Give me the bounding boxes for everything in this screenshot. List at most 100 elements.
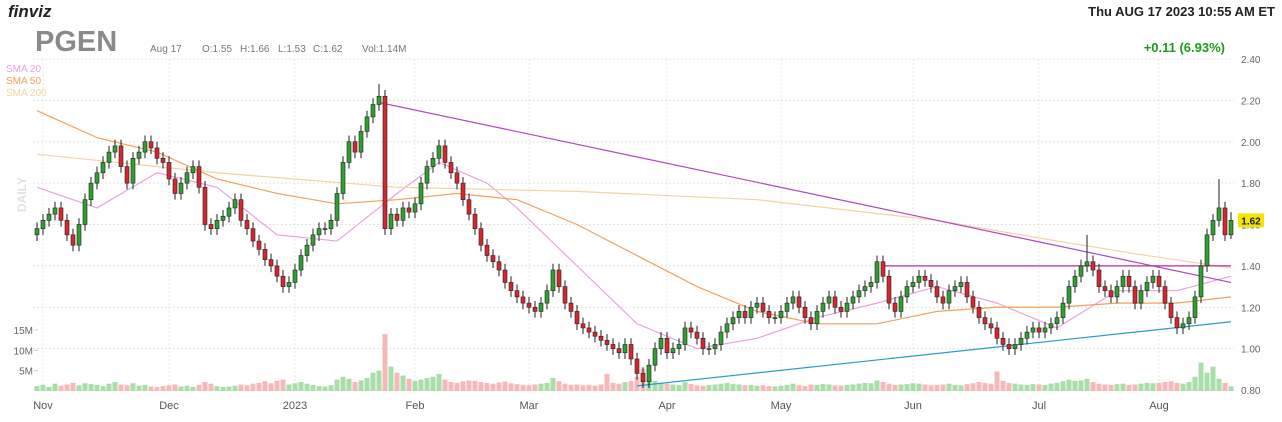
volume-bar <box>94 384 100 391</box>
volume-bar <box>244 385 250 391</box>
timestamp: Thu AUG 17 2023 10:55 AM ET <box>1088 4 1275 19</box>
volume-bar <box>544 382 550 391</box>
volume-bar <box>334 379 340 391</box>
candle-body <box>760 302 766 312</box>
candle-body <box>1120 275 1126 287</box>
candle-body <box>1036 327 1042 333</box>
volume-bar <box>736 384 742 391</box>
volume-bar <box>172 384 178 391</box>
candle-body <box>772 317 778 319</box>
volume-bar <box>688 384 694 391</box>
candle-body <box>958 282 964 287</box>
candle-body <box>628 344 634 360</box>
volume-bar <box>472 380 478 391</box>
volume-bar <box>58 385 64 391</box>
volume-bar <box>388 366 394 391</box>
candle-body <box>1198 265 1204 298</box>
candle-body <box>124 166 130 184</box>
volume-bar <box>322 386 328 391</box>
volume-bar <box>220 386 226 391</box>
volume-bar <box>376 370 382 391</box>
candle-body <box>1102 286 1108 291</box>
volume-bar <box>952 384 958 391</box>
candle-body <box>1132 286 1138 304</box>
volume-bar <box>232 385 238 391</box>
candle-body <box>1114 286 1120 298</box>
volume-bar <box>1204 372 1210 391</box>
candle-body <box>940 296 946 304</box>
volume-bar <box>1168 381 1174 391</box>
volume-bar <box>1048 383 1054 391</box>
candle-body <box>136 151 142 159</box>
volume-bar <box>766 386 772 391</box>
candle-body <box>574 311 580 325</box>
candle-body <box>214 220 220 229</box>
candle-body <box>52 207 58 215</box>
candle-body <box>1138 290 1144 304</box>
candle-body <box>748 306 754 318</box>
candle-body <box>148 141 154 149</box>
candle-body <box>898 296 904 312</box>
volume-bar <box>460 381 466 391</box>
volume-bar <box>1084 378 1090 391</box>
candle-body <box>520 296 526 304</box>
candle-body <box>610 344 616 349</box>
volume-bar <box>130 383 136 391</box>
candle-body <box>466 199 472 215</box>
volume-bar <box>106 383 112 391</box>
volume-bar <box>484 382 490 391</box>
candle-body <box>586 327 592 333</box>
volume-bar <box>1060 381 1066 391</box>
volume-bar <box>34 386 40 391</box>
candle-body <box>250 228 256 242</box>
candle-body <box>340 162 346 194</box>
volume-bar <box>556 381 562 391</box>
volume-bar <box>1186 382 1192 391</box>
volume-bar <box>394 372 400 391</box>
volume-bar <box>682 382 688 391</box>
volume-bar <box>226 386 232 391</box>
candle-body <box>910 282 916 287</box>
volume-bar <box>604 373 610 391</box>
candle-body <box>1180 323 1186 329</box>
candle-body <box>640 373 646 383</box>
candle-body <box>658 337 664 349</box>
volume-bar <box>724 382 730 391</box>
ticker: PGEN <box>35 26 117 58</box>
candle-body <box>82 199 88 225</box>
candle-body <box>832 296 838 308</box>
candle-body <box>778 311 784 318</box>
x-tick-label: Feb <box>406 400 425 412</box>
candle-body <box>238 199 244 221</box>
candle-body <box>1150 275 1156 283</box>
volume-bar <box>964 384 970 391</box>
volume-bar <box>784 384 790 391</box>
volume-bar <box>634 376 640 391</box>
volume-bar <box>628 380 634 391</box>
candle-body <box>352 141 358 153</box>
candle-body <box>616 348 622 354</box>
volume-bar <box>82 383 88 391</box>
volume-bar <box>286 384 292 391</box>
candle-body <box>700 337 706 349</box>
volume-bar <box>670 384 676 391</box>
volume-bar <box>568 384 574 391</box>
candle-body <box>1144 282 1150 291</box>
y-tick-label: 1.20 <box>1241 303 1261 314</box>
candle-body <box>94 172 100 184</box>
candle-body <box>904 286 910 298</box>
candle-body <box>142 141 148 153</box>
candle-body <box>1030 327 1036 333</box>
volume-bar <box>436 373 442 391</box>
candle-body <box>634 358 640 374</box>
candle-body <box>460 182 466 200</box>
volume-bar <box>496 382 502 391</box>
date-label: Aug 17 <box>150 44 182 55</box>
candle-body <box>70 234 76 246</box>
volume-bar <box>772 386 778 391</box>
candle-body <box>862 286 868 291</box>
candle-body <box>448 162 454 174</box>
candle-body <box>976 306 982 318</box>
volume-bar <box>700 385 706 391</box>
